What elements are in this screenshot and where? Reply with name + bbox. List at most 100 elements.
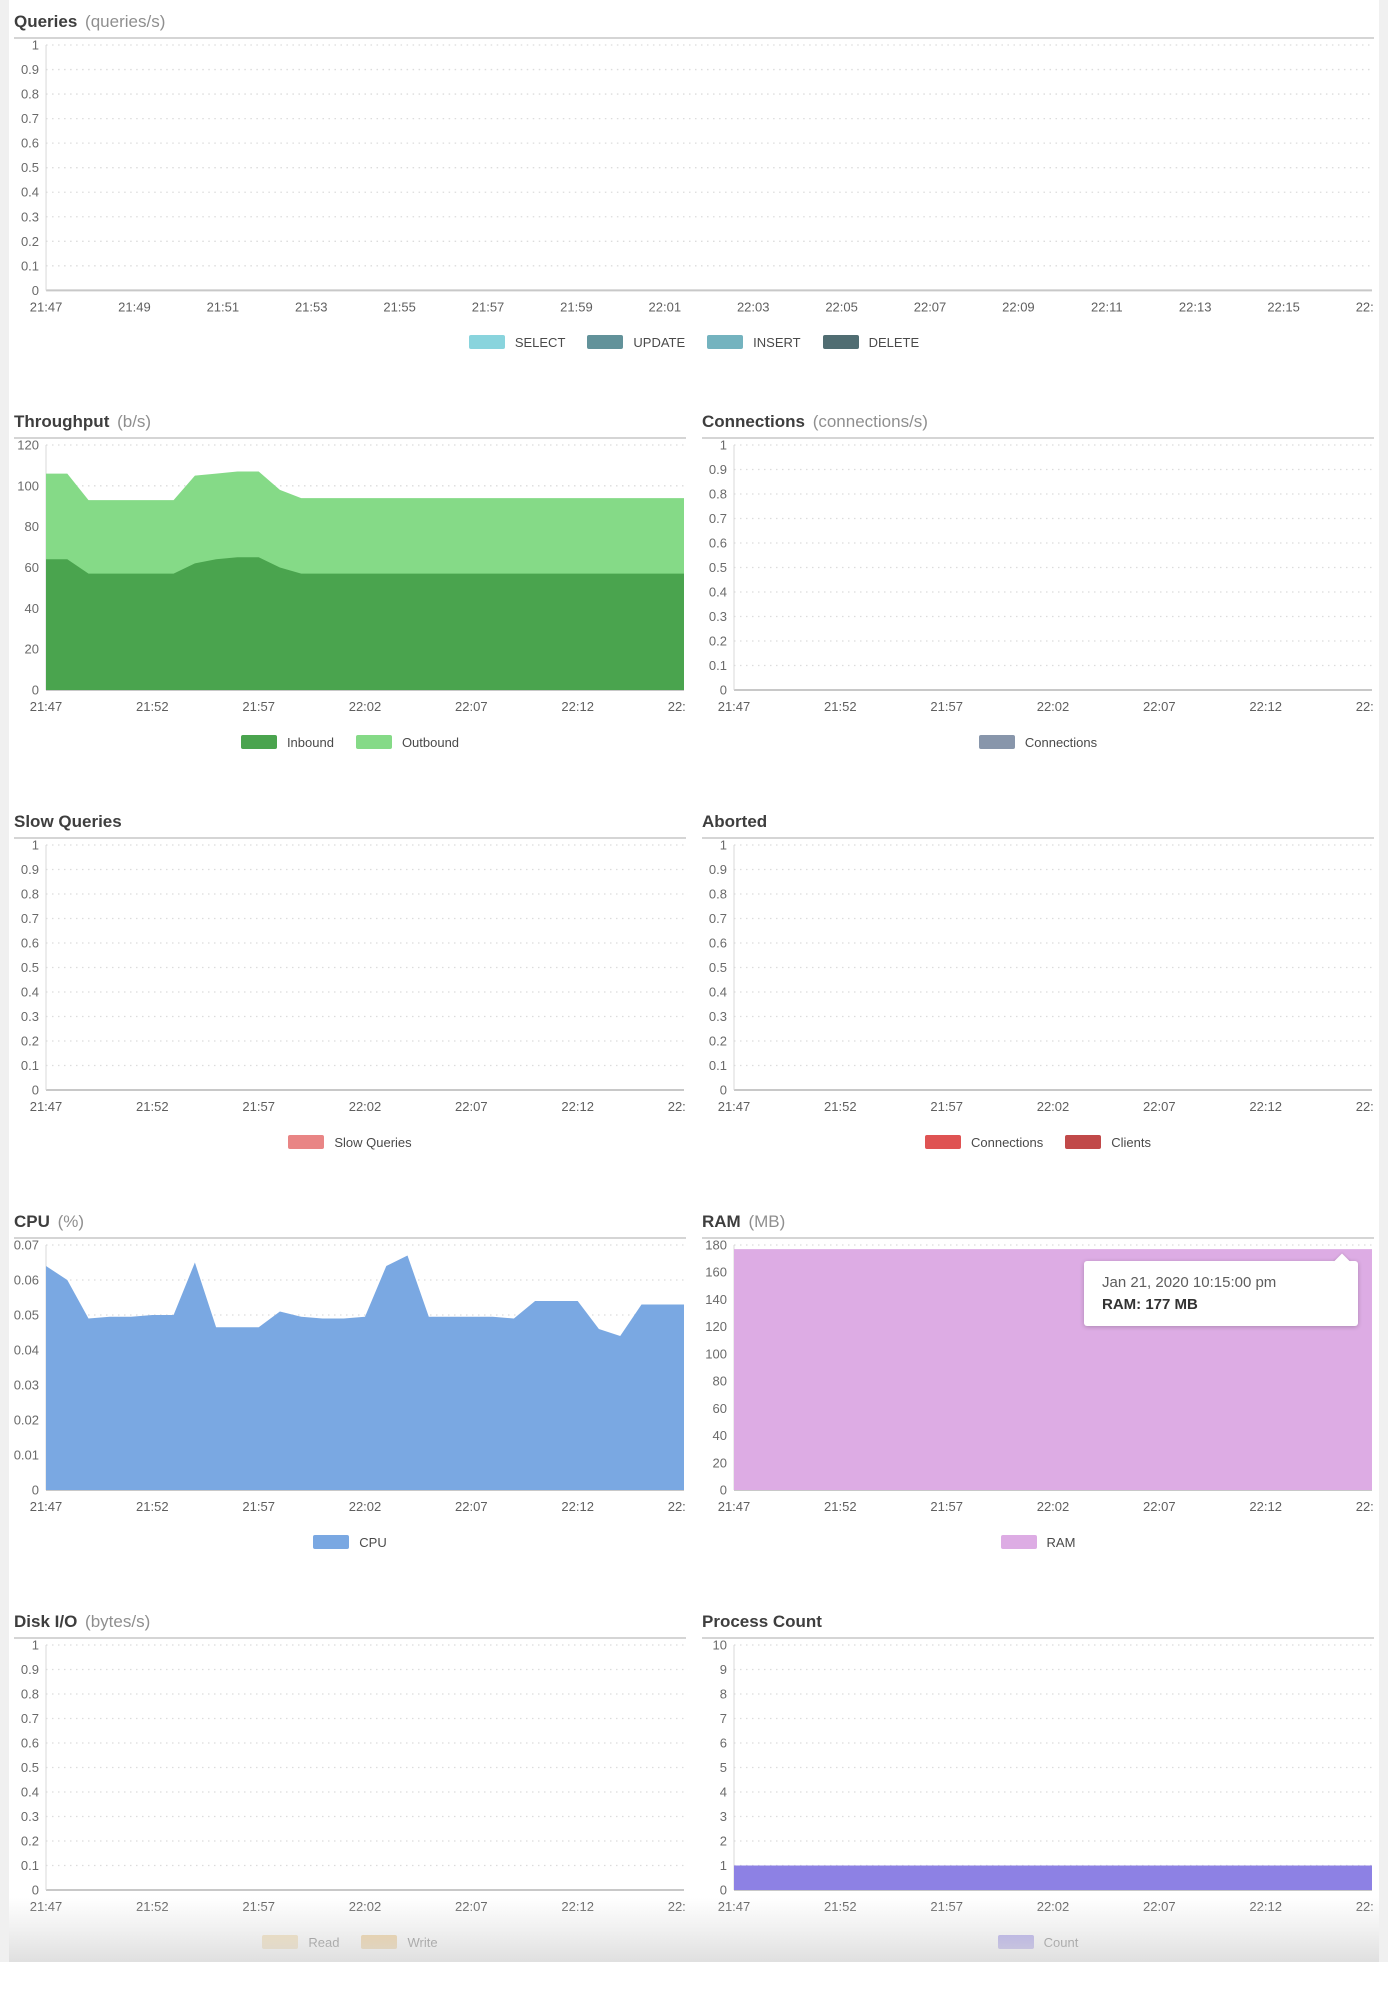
svg-text:0.1: 0.1 [21, 1058, 39, 1073]
process-count-plot-area[interactable]: 10 9 8 7 6 5 4 3 2 1 0 21:47 21:52 21:57 22:02 22:07 22:… [702, 1639, 1374, 1916]
throughput-plot-area[interactable]: 120 100 80 60 40 20 0 21:47 21:52 21:57 22:02 22:07… [14, 439, 686, 716]
aborted-title: Aborted [702, 812, 1374, 840]
title-unit: (bytes/s) [85, 1612, 151, 1632]
svg-text:21:52: 21:52 [136, 1899, 169, 1914]
svg-text:0.4: 0.4 [709, 585, 727, 600]
aborted-plot-area[interactable]: 1 0.9 0.8 0.7 0.6 0.5 0.4 0.3 0.2 0.1 0 21:47 21:52 2… [702, 839, 1374, 1116]
process-count-title: Process Count [702, 1612, 1374, 1640]
legend-item-inbound[interactable]: Inbound [240, 735, 334, 750]
svg-text:22:05: 22:05 [825, 299, 858, 314]
svg-text:21:57: 21:57 [930, 1099, 963, 1114]
svg-text:20: 20 [25, 642, 39, 657]
svg-text:22:17: 22:17 [1356, 1099, 1374, 1114]
svg-text:22:02: 22:02 [349, 699, 382, 714]
legend-label: Read [308, 1934, 340, 1950]
svg-text:0.5: 0.5 [21, 960, 39, 975]
title-unit: (%) [57, 1212, 85, 1232]
svg-text:0.9: 0.9 [21, 62, 39, 77]
ram-plot-area[interactable]: 180 160 140 120 100 80 60 40 20 0 21:47 21:52 21:57 2… [702, 1239, 1374, 1516]
page-left-margin [0, 0, 9, 1962]
cpu-chart-svg: 0.07 0.06 0.05 0.04 0.03 0.02 0.01 021:47 21:52 2… [14, 1239, 686, 1514]
panel-cpu: CPU (%) 0.07 0.06 0.05 0.04 0.03 0.02 0.01 0 21:… [14, 1212, 686, 1550]
svg-text:22:02: 22:02 [1037, 1499, 1070, 1514]
svg-text:21:52: 21:52 [824, 699, 857, 714]
svg-text:0.2: 0.2 [21, 234, 39, 249]
svg-text:22:17: 22:17 [1356, 1499, 1374, 1514]
title-text: CPU [14, 1212, 50, 1232]
svg-text:22:07: 22:07 [1143, 1099, 1176, 1114]
svg-text:10: 10 [713, 1639, 727, 1653]
connections-legend: Connections [702, 734, 1374, 750]
svg-text:160: 160 [705, 1265, 727, 1280]
legend-item-connections[interactable]: Connections [978, 735, 1097, 750]
svg-text:22:03: 22:03 [737, 299, 770, 314]
process-count-area-0 [734, 1865, 1372, 1891]
slow-queries-plot-area[interactable]: 1 0.9 0.8 0.7 0.6 0.5 0.4 0.3 0.2 0.1 0 21:47 21:52 2… [14, 839, 686, 1116]
svg-text:22:02: 22:02 [1037, 1099, 1070, 1114]
svg-text:0.4: 0.4 [709, 985, 727, 1000]
cpu-plot-area[interactable]: 0.07 0.06 0.05 0.04 0.03 0.02 0.01 0 21:47 21:52 2… [14, 1239, 686, 1516]
inbound-swatch [240, 735, 277, 750]
throughput-title: Throughput (b/s) [14, 412, 686, 440]
tooltip-timestamp: Jan 21, 2020 10:15:00 pm [1102, 1274, 1277, 1292]
queries-plot-area[interactable]: 1 0.9 0.8 0.7 0.6 0.5 0.4 0.3 0.2 0.1 0 21:47 21:49 2… [14, 39, 1374, 316]
legend-label: UPDATE [633, 334, 686, 350]
legend-item-read[interactable]: Read [262, 1935, 339, 1950]
legend-item-clients[interactable]: Clients [1065, 1135, 1151, 1150]
svg-text:0.2: 0.2 [709, 634, 727, 649]
aborted-chart-svg: 1 0.9 0.8 0.7 0.6 0.5 0.4 0.3 0.2 0.1 021:47 21:52 2… [709, 839, 1374, 1114]
connections-plot-area[interactable]: 1 0.9 0.8 0.7 0.6 0.5 0.4 0.3 0.2 0.1 0 21:47 21:52 2… [702, 439, 1374, 716]
svg-text:1: 1 [720, 1858, 727, 1873]
title-text: Slow Queries [14, 812, 122, 832]
svg-text:0.1: 0.1 [21, 1858, 39, 1873]
svg-text:21:52: 21:52 [136, 1099, 169, 1114]
panel-slow-queries: Slow Queries 1 0.9 0.8 0.7 0.6 0.5 0.4 0.3 0.2 0.… [14, 812, 686, 1150]
svg-text:0.6: 0.6 [21, 936, 39, 951]
svg-text:5: 5 [720, 1760, 727, 1775]
svg-text:21:59: 21:59 [560, 299, 593, 314]
svg-text:1: 1 [32, 839, 39, 853]
svg-text:8: 8 [720, 1687, 727, 1702]
select-swatch [468, 335, 505, 350]
svg-text:0.7: 0.7 [709, 911, 727, 926]
disk-io-plot-area[interactable]: 1 0.9 0.8 0.7 0.6 0.5 0.4 0.3 0.2 0.1 0 21:47 21:52 2… [14, 1639, 686, 1916]
legend-item-slow-queries[interactable]: Slow Queries [288, 1135, 412, 1150]
legend-item-insert[interactable]: INSERT [707, 335, 801, 350]
legend-item-count[interactable]: Count [997, 1935, 1078, 1950]
svg-text:0.04: 0.04 [14, 1343, 39, 1358]
panel-ram: RAM (MB) 180 160 140 120 100 80 60 40 20 0 21:47 21… [702, 1212, 1374, 1550]
svg-text:0.5: 0.5 [21, 160, 39, 175]
svg-text:0.8: 0.8 [709, 487, 727, 502]
legend-item-delete[interactable]: DELETE [822, 335, 919, 350]
svg-text:0.1: 0.1 [21, 258, 39, 273]
svg-text:22:01: 22:01 [649, 299, 682, 314]
legend-item-outbound[interactable]: Outbound [355, 735, 459, 750]
legend-item-select[interactable]: SELECT [468, 335, 565, 350]
svg-text:0.1: 0.1 [709, 658, 727, 673]
svg-text:4: 4 [720, 1785, 727, 1800]
svg-text:0.3: 0.3 [21, 1809, 39, 1824]
svg-text:22:02: 22:02 [349, 1899, 382, 1914]
svg-text:22:12: 22:12 [561, 1499, 594, 1514]
legend-item-update[interactable]: UPDATE [587, 335, 685, 350]
legend-item-ram[interactable]: RAM [1000, 1535, 1075, 1550]
svg-text:21:49: 21:49 [118, 299, 151, 314]
connections-swatch [978, 735, 1015, 750]
connections-swatch [924, 1135, 961, 1150]
legend-item-connections[interactable]: Connections [924, 1135, 1043, 1150]
svg-text:0.2: 0.2 [21, 1034, 39, 1049]
svg-text:21:57: 21:57 [242, 1899, 275, 1914]
svg-text:21:57: 21:57 [472, 299, 505, 314]
svg-text:0.2: 0.2 [21, 1834, 39, 1849]
svg-text:22:13: 22:13 [1179, 299, 1212, 314]
legend-item-cpu[interactable]: CPU [313, 1535, 387, 1550]
svg-text:21:57: 21:57 [930, 1899, 963, 1914]
legend-item-write[interactable]: Write [361, 1935, 438, 1950]
svg-text:0: 0 [32, 683, 39, 698]
svg-text:0.3: 0.3 [21, 1009, 39, 1024]
title-unit: (b/s) [117, 412, 152, 432]
svg-text:21:52: 21:52 [824, 1899, 857, 1914]
svg-text:0.7: 0.7 [21, 911, 39, 926]
svg-text:22:12: 22:12 [1249, 699, 1282, 714]
connections-title: Connections (connections/s) [702, 412, 1374, 440]
